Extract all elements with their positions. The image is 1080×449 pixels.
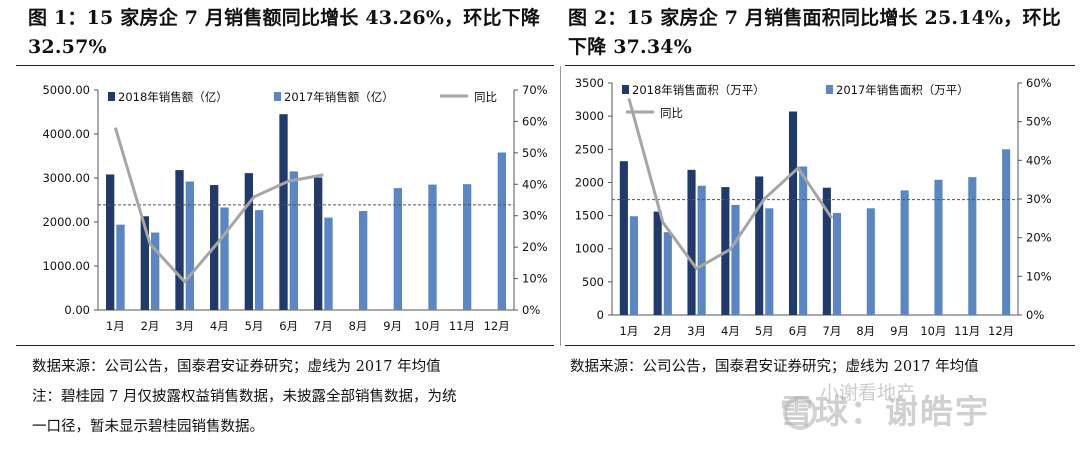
x-tick-label: 10月 bbox=[920, 324, 946, 338]
y-tick-label: 0 bbox=[597, 308, 604, 322]
x-tick-label: 1月 bbox=[620, 324, 639, 338]
legend-label: 2017年销售面积（万平） bbox=[836, 83, 969, 97]
y2-tick-label: 60% bbox=[1026, 76, 1052, 90]
bar-2017 bbox=[664, 232, 672, 315]
watermark-sub: 小谢看地产 bbox=[820, 378, 915, 405]
y-tick-label: 2500 bbox=[575, 142, 604, 156]
bar-2017 bbox=[901, 190, 909, 315]
x-tick-label: 5月 bbox=[755, 324, 774, 338]
x-tick-label: 6月 bbox=[789, 324, 808, 338]
bar-2018 bbox=[654, 212, 662, 315]
x-tick-label: 9月 bbox=[890, 324, 909, 338]
legend-label: 同比 bbox=[660, 106, 683, 120]
x-tick-label: 8月 bbox=[856, 324, 875, 338]
bar-2017 bbox=[833, 213, 841, 315]
y-tick-label: 2000 bbox=[575, 175, 604, 189]
y2-tick-label: 0% bbox=[1026, 308, 1044, 322]
legend-swatch bbox=[826, 85, 833, 94]
y2-tick-label: 40% bbox=[1026, 153, 1052, 167]
y2-tick-label: 30% bbox=[1026, 192, 1052, 206]
bar-2017 bbox=[698, 186, 706, 315]
bar-2017 bbox=[731, 205, 739, 315]
x-tick-label: 4月 bbox=[721, 324, 740, 338]
y-tick-label: 3500 bbox=[575, 76, 604, 90]
x-tick-label: 3月 bbox=[687, 324, 706, 338]
legend-label: 2018年销售面积（万平） bbox=[632, 83, 765, 97]
figure1-source: 数据来源：公司公告，国泰君安证券研究；虚线为 2017 年均值 注：碧桂园 7 … bbox=[32, 352, 552, 442]
x-tick-label: 2月 bbox=[653, 324, 672, 338]
x-tick-label: 12月 bbox=[988, 324, 1014, 338]
figure1-source-line: 数据来源：公司公告，国泰君安证券研究；虚线为 2017 年均值 bbox=[32, 352, 552, 382]
x-tick-label: 11月 bbox=[954, 324, 980, 338]
legend-swatch bbox=[622, 85, 629, 94]
y2-tick-label: 50% bbox=[1026, 115, 1052, 129]
bar-2018 bbox=[789, 112, 797, 315]
bar-2017 bbox=[765, 208, 773, 315]
bar-2017 bbox=[1002, 149, 1010, 315]
figure1-note-line: 一口径，暂未显示碧桂园销售数据。 bbox=[32, 412, 552, 442]
bar-2018 bbox=[620, 161, 628, 315]
x-tick-label: 7月 bbox=[823, 324, 842, 338]
y-tick-label: 500 bbox=[582, 275, 604, 289]
bar-2018 bbox=[755, 176, 763, 315]
bar-2017 bbox=[630, 216, 638, 315]
bar-2017 bbox=[799, 167, 807, 315]
y-tick-label: 1000 bbox=[575, 242, 604, 256]
bar-2017 bbox=[968, 177, 976, 315]
y-tick-label: 3000 bbox=[575, 109, 604, 123]
y-tick-label: 1500 bbox=[575, 209, 604, 223]
bar-2017 bbox=[867, 208, 875, 315]
y2-tick-label: 20% bbox=[1026, 231, 1052, 245]
figure1-note-line: 注：碧桂园 7 月仅披露权益销售数据，未披露全部销售数据，为统 bbox=[32, 382, 552, 412]
y2-tick-label: 10% bbox=[1026, 269, 1052, 283]
bar-2018 bbox=[687, 170, 695, 315]
